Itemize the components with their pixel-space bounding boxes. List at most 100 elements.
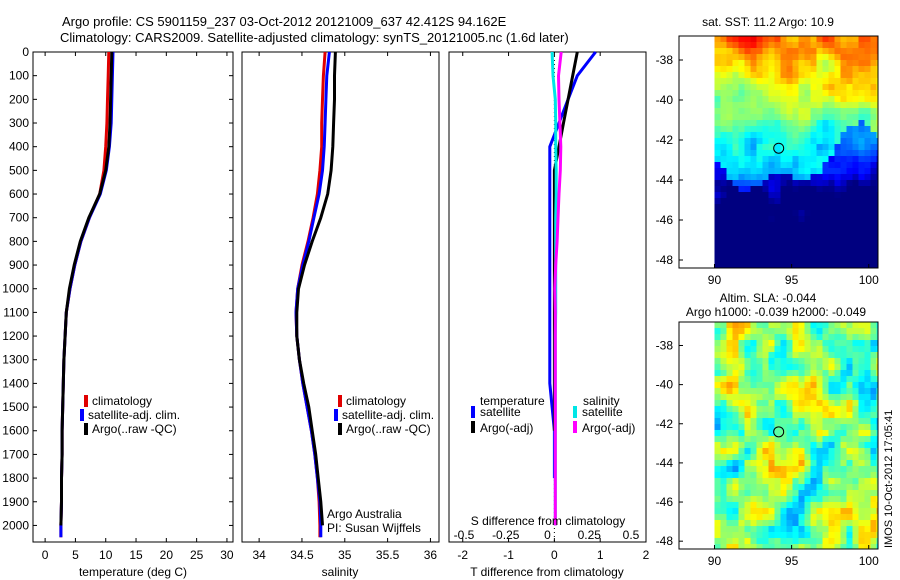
- map-cell: [762, 526, 769, 533]
- map-cell: [870, 228, 877, 235]
- map-cell: [744, 538, 751, 545]
- map-cell: [810, 382, 817, 389]
- map-cell: [846, 346, 853, 353]
- map-cell: [792, 334, 799, 341]
- map-cell: [714, 78, 721, 85]
- map-cell: [768, 538, 775, 545]
- map-cell: [852, 346, 859, 353]
- map-cell: [816, 264, 823, 269]
- map-cell: [858, 382, 865, 389]
- map-cell: [810, 496, 817, 503]
- map-cell: [822, 430, 829, 437]
- map-cell: [852, 412, 859, 419]
- map-cell: [870, 430, 877, 437]
- map-cell: [732, 216, 739, 223]
- y-tick-label: 1600: [2, 424, 29, 438]
- map-cell: [738, 406, 745, 413]
- map-cell: [864, 162, 871, 169]
- map-cell: [822, 412, 829, 419]
- map-cell: [846, 156, 853, 163]
- map-cell: [828, 400, 835, 407]
- map-cell: [744, 108, 751, 115]
- map-cell: [840, 240, 847, 247]
- map-cell: [792, 520, 799, 527]
- map-cell: [864, 222, 871, 229]
- map-cell: [714, 246, 721, 253]
- map-cell: [876, 538, 879, 545]
- map-cell: [768, 544, 775, 550]
- map-cell: [870, 168, 877, 175]
- map-cell: [750, 514, 757, 521]
- map-cell: [870, 240, 877, 247]
- map-cell: [762, 258, 769, 265]
- map-cell: [864, 526, 871, 533]
- map-cell: [744, 328, 751, 335]
- map-cell: [738, 66, 745, 73]
- map-cell: [768, 430, 775, 437]
- map-cell: [762, 156, 769, 163]
- map-cell: [864, 150, 871, 157]
- map-cell: [852, 156, 859, 163]
- map-cell: [798, 150, 805, 157]
- map-cell: [744, 418, 751, 425]
- x-tick-label: 36: [424, 548, 438, 562]
- map-cell: [720, 406, 727, 413]
- difference-axes-frame: [448, 51, 647, 543]
- map-cell: [756, 388, 763, 395]
- map-cell: [852, 174, 859, 181]
- map-cell: [768, 102, 775, 109]
- map-cell: [768, 150, 775, 157]
- map-cell: [726, 436, 733, 443]
- map-cell: [786, 186, 793, 193]
- map-cell: [822, 54, 829, 61]
- map-cell: [858, 114, 865, 121]
- map-cell: [804, 120, 811, 127]
- map-cell: [732, 376, 739, 383]
- map-cell: [810, 430, 817, 437]
- map-cell: [732, 114, 739, 121]
- map-cell: [864, 102, 871, 109]
- map-cell: [810, 472, 817, 479]
- map-cell: [798, 42, 805, 49]
- map-cell: [846, 514, 853, 521]
- map-cell: [822, 120, 829, 127]
- map-cell: [864, 54, 871, 61]
- map-cell: [822, 514, 829, 521]
- map-cell: [714, 370, 721, 377]
- map-cell: [720, 322, 727, 329]
- map-cell: [798, 36, 805, 43]
- map-cell: [876, 472, 879, 479]
- map-cell: [816, 496, 823, 503]
- map-cell: [804, 210, 811, 217]
- map-cell: [804, 514, 811, 521]
- map-cell: [828, 466, 835, 473]
- map-cell: [834, 156, 841, 163]
- map-cell: [864, 430, 871, 437]
- map-cell: [786, 538, 793, 545]
- map-cell: [780, 460, 787, 467]
- map-cell: [798, 132, 805, 139]
- map-cell: [792, 174, 799, 181]
- header-line-1: Argo profile: CS 5901159_237 03-Oct-2012…: [62, 14, 507, 29]
- map-cell: [870, 496, 877, 503]
- map-cell: [762, 520, 769, 527]
- map-cell: [744, 400, 751, 407]
- map-cell: [834, 490, 841, 497]
- map-cell: [750, 358, 757, 365]
- map-cell: [756, 334, 763, 341]
- map-cell: [750, 210, 757, 217]
- map-cell: [876, 246, 879, 253]
- map-cell: [816, 490, 823, 497]
- map-cell: [822, 156, 829, 163]
- map-cell: [762, 66, 769, 73]
- map-cell: [864, 328, 871, 335]
- map-cell: [876, 66, 879, 73]
- map-cell: [810, 400, 817, 407]
- map-cell: [828, 544, 835, 550]
- map-cell: [840, 520, 847, 527]
- map-cell: [852, 216, 859, 223]
- map-cell: [828, 460, 835, 467]
- map-cell: [774, 502, 781, 509]
- map-cell: [738, 234, 745, 241]
- map-cell: [828, 502, 835, 509]
